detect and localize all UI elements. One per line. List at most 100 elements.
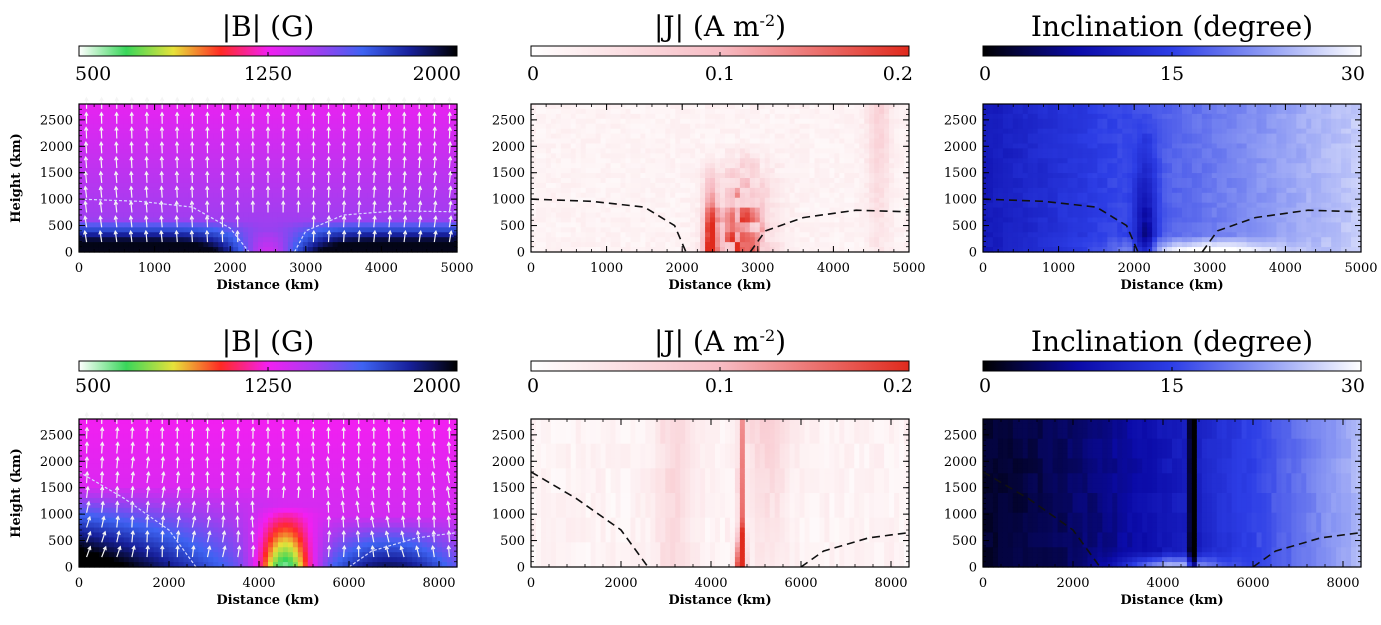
heatmap-cell [555, 212, 562, 219]
heatmap-cell [178, 133, 185, 140]
heatmap-cell [690, 133, 696, 140]
heatmap-cell [794, 192, 801, 199]
heatmap-cell [744, 128, 751, 135]
heatmap-cell [103, 182, 110, 189]
heatmap-cell [392, 108, 398, 115]
heatmap-cell [412, 123, 418, 130]
heatmap-cell [535, 138, 542, 145]
heatmap-cell [417, 148, 423, 154]
heatmap-cell [794, 118, 801, 125]
heatmap-cell [590, 197, 597, 204]
heatmap-cell [148, 118, 155, 125]
field-arrow-head [83, 185, 88, 191]
heatmap-cell [302, 242, 309, 248]
heatmap-cell [804, 118, 811, 125]
heatmap-cell [312, 217, 319, 223]
heatmap-cell [272, 217, 279, 223]
heatmap-cell [392, 123, 398, 130]
heatmap-cell [764, 182, 771, 189]
field-arrow [388, 216, 391, 228]
heatmap-cell [700, 207, 706, 214]
heatmap-cell [193, 143, 199, 149]
heatmap-cell [327, 158, 334, 164]
heatmap-cell [248, 148, 254, 154]
heatmap-cell [248, 163, 254, 169]
heatmap-cell [799, 212, 806, 219]
heatmap-cell [595, 163, 602, 169]
heatmap-cell [452, 182, 458, 189]
heatmap-cell [407, 113, 413, 120]
x-axis-label: Distance (km) [216, 278, 319, 293]
heatmap-cell [754, 242, 761, 248]
field-arrow [206, 216, 209, 228]
heatmap-cell [218, 182, 224, 189]
heatmap-cell [98, 173, 105, 179]
heatmap-cell [555, 202, 562, 209]
heatmap-cell [839, 217, 845, 223]
heatmap-cell [580, 108, 587, 115]
heatmap-cell [849, 222, 855, 228]
heatmap-cell [118, 178, 125, 184]
heatmap-cell [575, 168, 582, 174]
heatmap-cell [427, 212, 433, 219]
heatmap-cell [789, 123, 796, 130]
heatmap-cell [655, 202, 661, 209]
colorbar-tick-label: 0.2 [883, 63, 913, 85]
heatmap-cell [640, 138, 646, 145]
heatmap-cell [213, 133, 219, 140]
heatmap-cell [258, 242, 264, 248]
heatmap-cell [302, 237, 309, 243]
heatmap-cell [173, 168, 180, 174]
heatmap-cell [108, 247, 115, 253]
heatmap-cell [258, 207, 264, 214]
heatmap-cell [442, 227, 448, 233]
heatmap-cell [113, 247, 120, 253]
heatmap-cell [307, 158, 314, 164]
heatmap-cell [367, 237, 374, 243]
heatmap-cell [277, 212, 284, 219]
heatmap-cell [724, 217, 731, 223]
heatmap-cell [88, 138, 95, 145]
heatmap-cell [83, 108, 90, 115]
heatmap-cell [535, 163, 542, 169]
heatmap-cell [243, 247, 249, 253]
heatmap-cell [272, 108, 279, 115]
heatmap-cell [93, 178, 100, 184]
heatmap-cell [193, 212, 199, 219]
heatmap-cell [143, 182, 150, 189]
heatmap-cell [263, 192, 269, 199]
heatmap-cell [312, 108, 319, 115]
heatmap-cell [635, 192, 642, 199]
heatmap-cell [352, 242, 359, 248]
heatmap-cell [859, 202, 865, 209]
heatmap-cell [168, 128, 175, 135]
field-arrow-head [250, 200, 256, 205]
heatmap-cell [287, 197, 294, 204]
heatmap-cell [272, 187, 279, 194]
heatmap-cell [427, 168, 433, 174]
heatmap-cell [258, 232, 264, 238]
heatmap-cell [228, 148, 234, 154]
heatmap-cell [650, 148, 656, 154]
heatmap-cell [555, 148, 562, 154]
heatmap-cell [565, 118, 572, 125]
heatmap-cell [655, 207, 661, 214]
heatmap-cell [734, 168, 741, 174]
heatmap-cell [193, 104, 199, 110]
heatmap-cell [764, 123, 771, 130]
heatmap-cell [779, 128, 786, 135]
heatmap-cell [595, 138, 602, 145]
heatmap-cell [824, 158, 831, 164]
heatmap-cell [382, 118, 388, 125]
heatmap-cell [555, 178, 562, 184]
heatmap-cell [208, 173, 214, 179]
heatmap-cell [690, 242, 696, 248]
heatmap-cell [734, 212, 741, 219]
heatmap-cell [560, 138, 567, 145]
heatmap-cell [809, 202, 816, 209]
heatmap-cell [163, 148, 170, 154]
heatmap-cell [655, 148, 661, 154]
heatmap-cell [432, 153, 438, 159]
heatmap-cell [392, 197, 398, 204]
heatmap-cell [700, 182, 706, 189]
